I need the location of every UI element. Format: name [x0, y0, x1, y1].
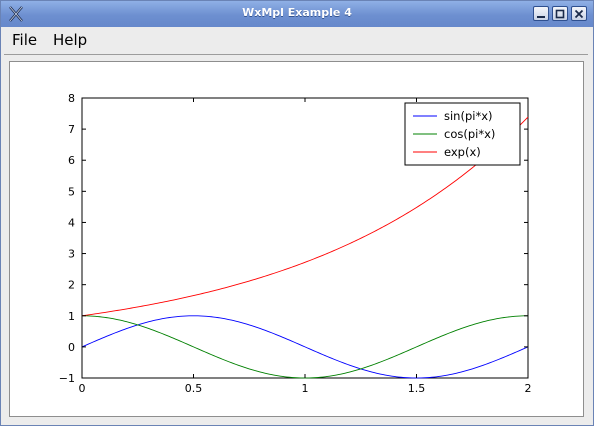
x-app-icon[interactable]	[7, 5, 25, 23]
y-tick-label: 6	[68, 154, 75, 167]
line-chart: 0 0.5 1 1.5 2 −1 0 1 2 3 4 5 6 7 8 sin(pi*x) cos(pi*x) ex…	[59, 92, 532, 395]
plot-canvas[interactable]: 0 0.5 1 1.5 2 −1 0 1 2 3 4 5 6 7 8 sin(pi*x) cos(pi*x) ex…	[9, 61, 584, 417]
window-title: WxMpl Example 4	[242, 6, 352, 19]
y-tick-label: 0	[68, 341, 75, 354]
close-button[interactable]	[571, 6, 587, 21]
menu-help[interactable]: Help	[53, 31, 88, 49]
minimize-button[interactable]	[533, 6, 549, 21]
menu-bar: File Help	[4, 28, 588, 55]
x-tick-label: 1.5	[408, 382, 426, 395]
y-tick-label: 8	[68, 92, 75, 105]
legend-label-0: sin(pi*x)	[444, 109, 493, 123]
x-tick-label: 1	[302, 382, 309, 395]
menu-file[interactable]: File	[12, 31, 38, 49]
y-tick-label: 1	[68, 310, 75, 323]
maximize-icon	[555, 9, 565, 19]
x-tick-label: 0.5	[185, 382, 203, 395]
y-tick-label: 4	[68, 216, 75, 229]
y-tick-label: 3	[68, 248, 75, 261]
maximize-button[interactable]	[552, 6, 568, 21]
close-icon	[574, 9, 584, 19]
x-tick-label: 0	[79, 382, 86, 395]
legend-label-2: exp(x)	[444, 145, 481, 159]
series-line-0	[81, 315, 529, 379]
legend-label-1: cos(pi*x)	[444, 127, 495, 141]
minimize-icon	[537, 16, 545, 18]
y-tick-label: 2	[68, 279, 75, 292]
y-tick-label: 7	[68, 123, 75, 136]
series-line-2	[81, 116, 529, 317]
y-tick-label: 5	[68, 185, 75, 198]
title-bar[interactable]: WxMpl Example 4	[1, 1, 593, 27]
x-tick-label: 2	[525, 382, 532, 395]
y-tick-label: −1	[59, 372, 75, 385]
